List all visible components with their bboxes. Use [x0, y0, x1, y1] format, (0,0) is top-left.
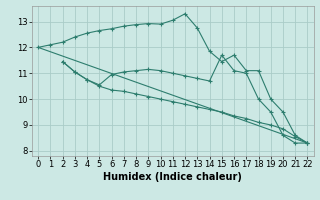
- X-axis label: Humidex (Indice chaleur): Humidex (Indice chaleur): [103, 172, 242, 182]
